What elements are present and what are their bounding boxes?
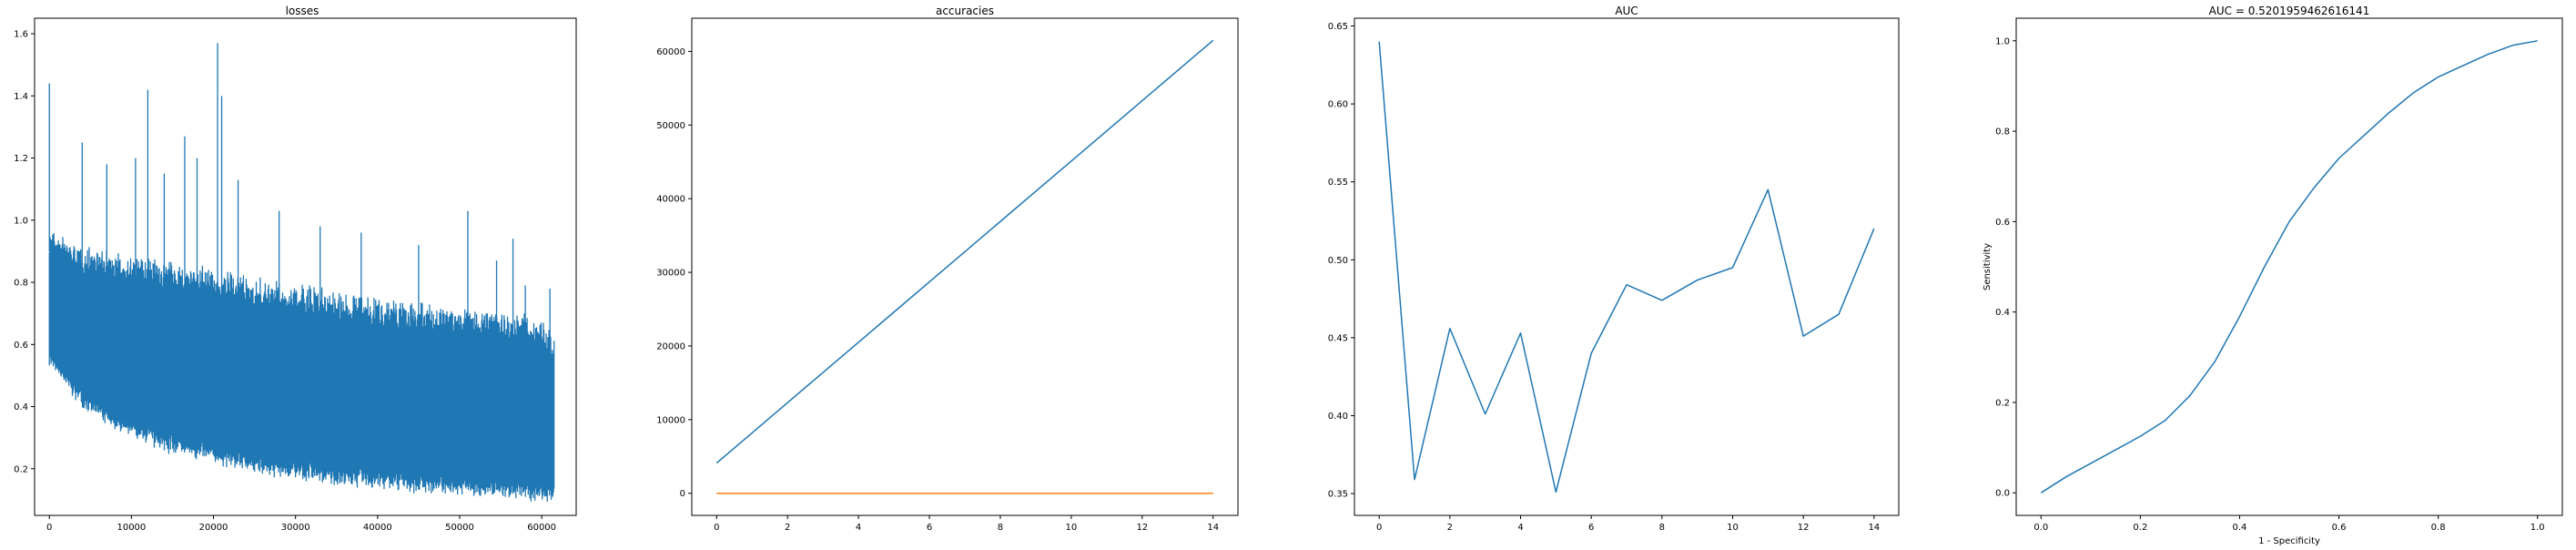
plot-area [1378, 41, 1875, 494]
x-tick-label: 4 [1517, 523, 1523, 533]
y-tick-label: 40000 [656, 195, 685, 205]
x-tick-label: 0.8 [2431, 523, 2446, 533]
x-tick-label: 2 [1447, 523, 1453, 533]
x-tick-label: 0.6 [2332, 523, 2347, 533]
y-tick-label: 1.4 [14, 92, 28, 102]
series-line-1 [1378, 41, 1875, 494]
y-tick-label: 0.40 [1328, 412, 1348, 422]
y-axis: 0.2 0.4 0.6 0.8 1.0 1.2 1.4 1.6 [14, 30, 35, 474]
y-tick-label: 30000 [656, 269, 685, 279]
y-tick-label: 0.45 [1328, 333, 1348, 343]
x-tick-label: 0 [46, 523, 52, 533]
y-tick-label: 1.0 [1995, 36, 2010, 46]
y-tick-label: 0.50 [1328, 256, 1348, 266]
x-tick-label: 0 [714, 523, 719, 533]
y-tick-label: 0.60 [1328, 100, 1348, 110]
chart-accuracies: accuracies 0 2 4 6 8 10 12 14 0 10000 20000 30000 4… [656, 5, 1239, 533]
x-tick-label: 10 [1066, 523, 1078, 533]
y-axis: 0.35 0.40 0.45 0.50 0.55 0.60 0.65 [1328, 22, 1354, 500]
y-tick-label: 60000 [656, 47, 685, 57]
x-tick-label: 0.2 [2133, 523, 2147, 533]
x-tick-label: 60000 [527, 523, 556, 533]
x-tick-label: 6 [1588, 523, 1594, 533]
axes-frame [34, 17, 577, 516]
series-line-losses [48, 232, 555, 503]
y-tick-label: 0.2 [14, 464, 28, 474]
x-tick-label: 12 [1136, 523, 1148, 533]
x-tick-label: 0.4 [2233, 523, 2247, 533]
y-tick-label: 0.55 [1328, 178, 1348, 188]
plot-area [715, 39, 1214, 494]
chart-roc: AUC = 0.5201959462616141 0.0 0.2 0.4 0.6 0.8… [1983, 5, 2563, 546]
x-tick-label: 30000 [281, 523, 310, 533]
chart-title: AUC [1615, 5, 1638, 17]
x-tick-label: 14 [1868, 523, 1880, 533]
chart-title: losses [286, 5, 319, 17]
x-tick-label: 0 [1376, 523, 1382, 533]
x-tick-label: 14 [1207, 523, 1219, 533]
axes-frame [2015, 17, 2563, 516]
y-tick-label: 0 [680, 489, 685, 499]
y-tick-label: 0.8 [1995, 127, 2010, 138]
series-line-1 [715, 39, 1214, 464]
y-axis-label: Sensitivity [1983, 243, 1993, 290]
chart-title: AUC = 0.5201959462616141 [2209, 5, 2370, 17]
y-tick-label: 0.35 [1328, 490, 1348, 500]
x-tick-label: 0.0 [2033, 523, 2048, 533]
x-tick-label: 50000 [445, 523, 474, 533]
x-axis: 0.0 0.2 0.4 0.6 0.8 1.0 [2033, 515, 2545, 533]
y-tick-label: 0.8 [14, 279, 28, 289]
x-tick-label: 8 [1659, 523, 1665, 533]
x-tick-label: 10000 [117, 523, 146, 533]
x-tick-label: 2 [785, 523, 790, 533]
y-tick-label: 1.6 [14, 30, 28, 40]
chart-losses: losses 0 10000 20000 30000 40000 50000 60000 0… [14, 5, 577, 533]
x-tick-label: 1.0 [2530, 523, 2545, 533]
y-tick-label: 1.0 [14, 216, 28, 226]
y-tick-label: 0.4 [1995, 308, 2010, 318]
plot-area [48, 43, 555, 503]
y-tick-label: 0.6 [14, 341, 28, 351]
x-tick-label: 20000 [199, 523, 228, 533]
y-tick-label: 1.2 [14, 154, 28, 164]
y-tick-label: 10000 [656, 415, 685, 425]
x-tick-label: 6 [927, 523, 932, 533]
y-tick-label: 20000 [656, 341, 685, 351]
chart-title: accuracies [936, 5, 994, 17]
y-axis: 0.0 0.2 0.4 0.6 0.8 1.0 [1995, 36, 2016, 499]
y-axis: 0 10000 20000 30000 40000 50000 60000 [656, 47, 692, 499]
axes-frame [691, 17, 1239, 516]
x-axis: 0 2 4 6 8 10 12 14 [1376, 515, 1880, 533]
y-tick-label: 0.2 [1995, 398, 2010, 408]
axes-frame [1354, 17, 1900, 516]
x-tick-label: 40000 [363, 523, 392, 533]
y-tick-label: 0.4 [14, 402, 28, 412]
y-tick-label: 0.0 [1995, 489, 2010, 499]
x-axis-label: 1 - Specificity [2258, 536, 2320, 546]
plot-area [2040, 40, 2538, 494]
x-tick-label: 4 [856, 523, 861, 533]
chart-auc: AUC 0 2 4 6 8 10 12 14 0.35 0.40 0.45 0.50 0.55 0.60… [1328, 5, 1900, 533]
series-line-1 [2040, 40, 2538, 494]
x-tick-label: 8 [998, 523, 1003, 533]
x-tick-label: 12 [1798, 523, 1810, 533]
x-axis: 0 2 4 6 8 10 12 14 [714, 515, 1219, 533]
y-tick-label: 50000 [656, 121, 685, 131]
y-tick-label: 0.6 [1995, 218, 2010, 228]
y-tick-label: 0.65 [1328, 22, 1348, 32]
x-tick-label: 10 [1727, 523, 1739, 533]
x-axis: 0 10000 20000 30000 40000 50000 60000 [46, 515, 556, 533]
